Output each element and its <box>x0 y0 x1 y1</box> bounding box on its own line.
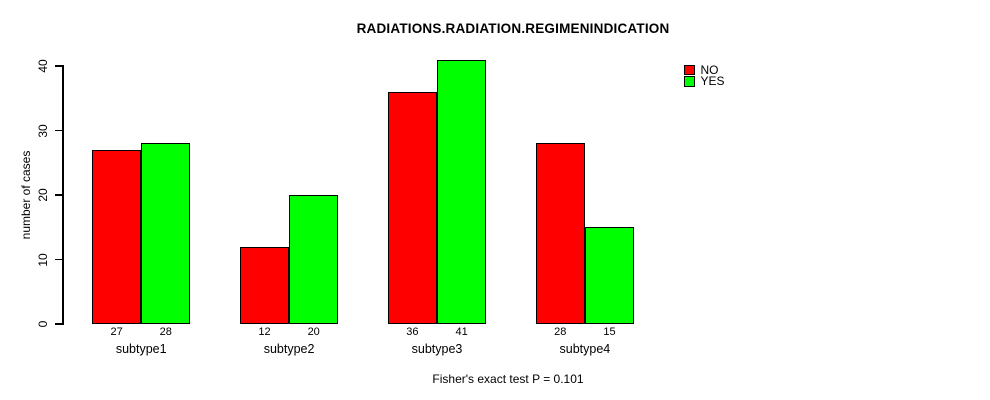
y-axis-title: number of cases <box>19 150 33 240</box>
legend-swatch-yes <box>684 76 695 87</box>
legend-label: NO <box>700 62 719 77</box>
bar-yes-subtype1 <box>141 143 191 324</box>
chart-title: RADIATIONS.RADIATION.REGIMENINDICATION <box>356 21 670 36</box>
legend: NO YES <box>684 64 725 87</box>
bar-yes-subtype2 <box>289 195 339 324</box>
y-tick-mark <box>55 323 63 325</box>
y-tick-mark <box>55 258 63 261</box>
bar-value-label: 41 <box>455 326 468 338</box>
y-tick-label: 30 <box>36 123 50 138</box>
bar-yes-subtype3 <box>437 59 487 324</box>
bar-no-subtype1 <box>92 149 142 324</box>
bar-no-subtype4 <box>535 143 585 324</box>
legend-label: YES <box>700 74 725 89</box>
y-tick-label: 20 <box>36 188 50 202</box>
y-tick-mark <box>55 194 63 196</box>
y-tick-mark <box>55 129 63 132</box>
category-label-subtype1: subtype1 <box>115 342 167 356</box>
category-label-subtype4: subtype4 <box>559 342 611 356</box>
legend-swatch-no <box>684 64 695 75</box>
legend-item-no: NO <box>684 64 725 76</box>
y-tick-label: 0 <box>36 320 50 328</box>
y-tick-label: 40 <box>36 59 50 73</box>
y-tick-mark <box>55 65 63 67</box>
bar-yes-subtype4 <box>584 227 635 324</box>
bar-value-label: 28 <box>159 326 172 338</box>
legend-item-yes: YES <box>684 74 725 89</box>
bar-value-label: 27 <box>110 326 123 338</box>
bar-value-label: 28 <box>554 326 567 338</box>
bar-value-label: 15 <box>603 326 616 338</box>
bar-no-subtype2 <box>239 246 290 324</box>
y-tick-label: 10 <box>36 252 50 267</box>
category-label-subtype2: subtype2 <box>263 342 315 356</box>
bar-value-label: 20 <box>307 326 320 338</box>
bar-value-label: 36 <box>406 326 419 338</box>
caption-text: Fisher's exact test P = 0.101 <box>432 372 584 386</box>
bar-value-label: 12 <box>258 326 271 338</box>
bar-no-subtype3 <box>387 91 437 324</box>
category-label-subtype3: subtype3 <box>411 342 463 356</box>
